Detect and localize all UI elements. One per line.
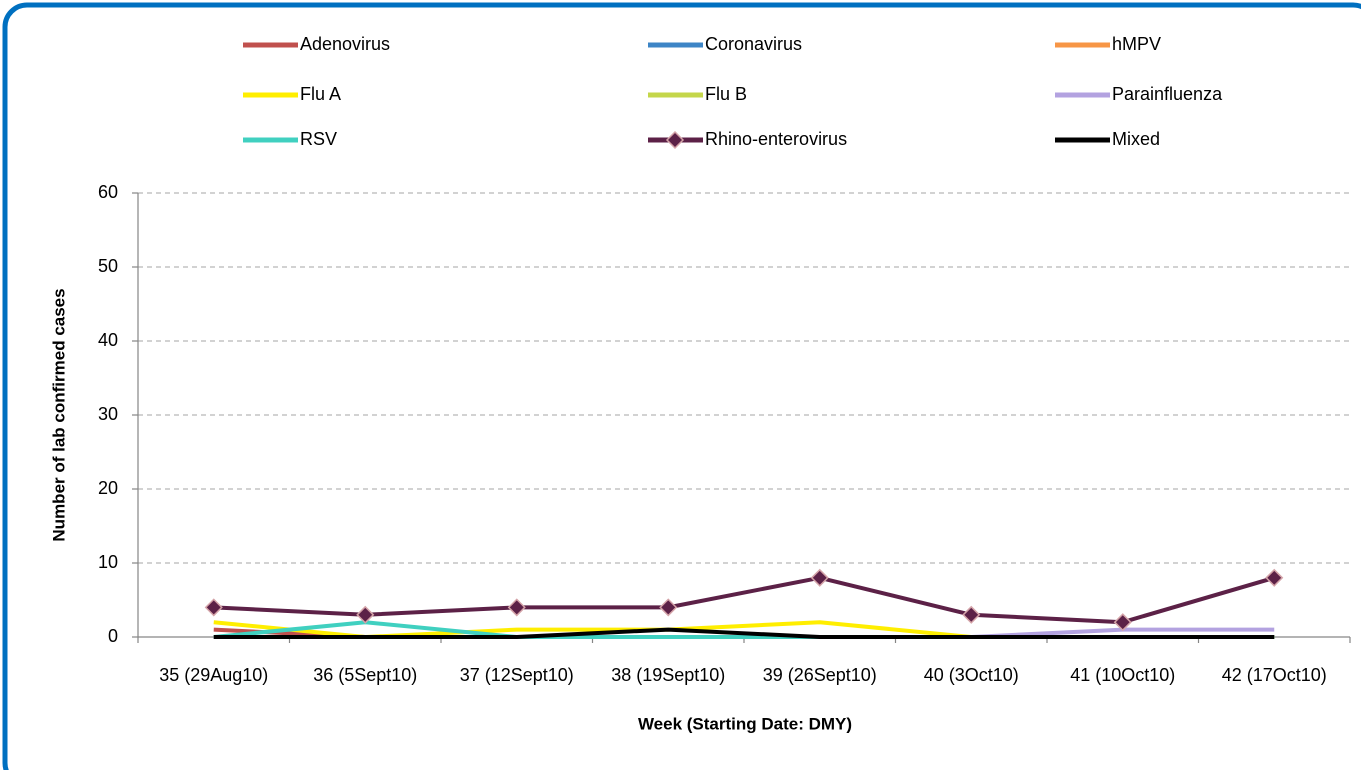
legend-marker — [665, 130, 685, 150]
y-tick-label: 50 — [98, 256, 118, 276]
legend-label: hMPV — [1112, 34, 1161, 54]
legend-label: Mixed — [1112, 129, 1160, 149]
marker — [1265, 568, 1284, 587]
legend-label: RSV — [300, 129, 337, 149]
x-tick-label: 38 (19Sept10) — [611, 665, 725, 685]
y-tick-label: 20 — [98, 478, 118, 498]
marker — [659, 598, 678, 617]
y-tick-label: 0 — [108, 626, 118, 646]
x-axis-title: Week (Starting Date: DMY) — [638, 714, 852, 733]
marker — [1113, 613, 1132, 632]
legend-label: Adenovirus — [300, 34, 390, 54]
x-tick-label: 42 (17Oct10) — [1222, 665, 1327, 685]
x-tick-label: 40 (3Oct10) — [924, 665, 1019, 685]
x-tick-label: 35 (29Aug10) — [159, 665, 268, 685]
series-line — [213, 627, 1275, 639]
x-tick-label: 41 (10Oct10) — [1070, 665, 1175, 685]
x-tick-label: 37 (12Sept10) — [460, 665, 574, 685]
marker — [507, 598, 526, 617]
marker — [810, 568, 829, 587]
legend-label: Rhino-enterovirus — [705, 129, 847, 149]
y-tick-label: 10 — [98, 552, 118, 572]
y-tick-label: 40 — [98, 330, 118, 350]
x-tick-label: 36 (5Sept10) — [313, 665, 417, 685]
series-line — [213, 575, 1275, 625]
marker — [356, 605, 375, 624]
legend-label: Parainfluenza — [1112, 84, 1223, 104]
y-tick-label: 30 — [98, 404, 118, 424]
legend-label: Flu A — [300, 84, 341, 104]
legend-label: Coronavirus — [705, 34, 802, 54]
y-tick-label: 60 — [98, 182, 118, 202]
legend-label: Flu B — [705, 84, 747, 104]
x-tick-label: 39 (26Sept10) — [763, 665, 877, 685]
marker — [204, 598, 223, 617]
y-axis-title: Number of lab confirmed cases — [49, 288, 68, 541]
marker — [962, 605, 981, 624]
